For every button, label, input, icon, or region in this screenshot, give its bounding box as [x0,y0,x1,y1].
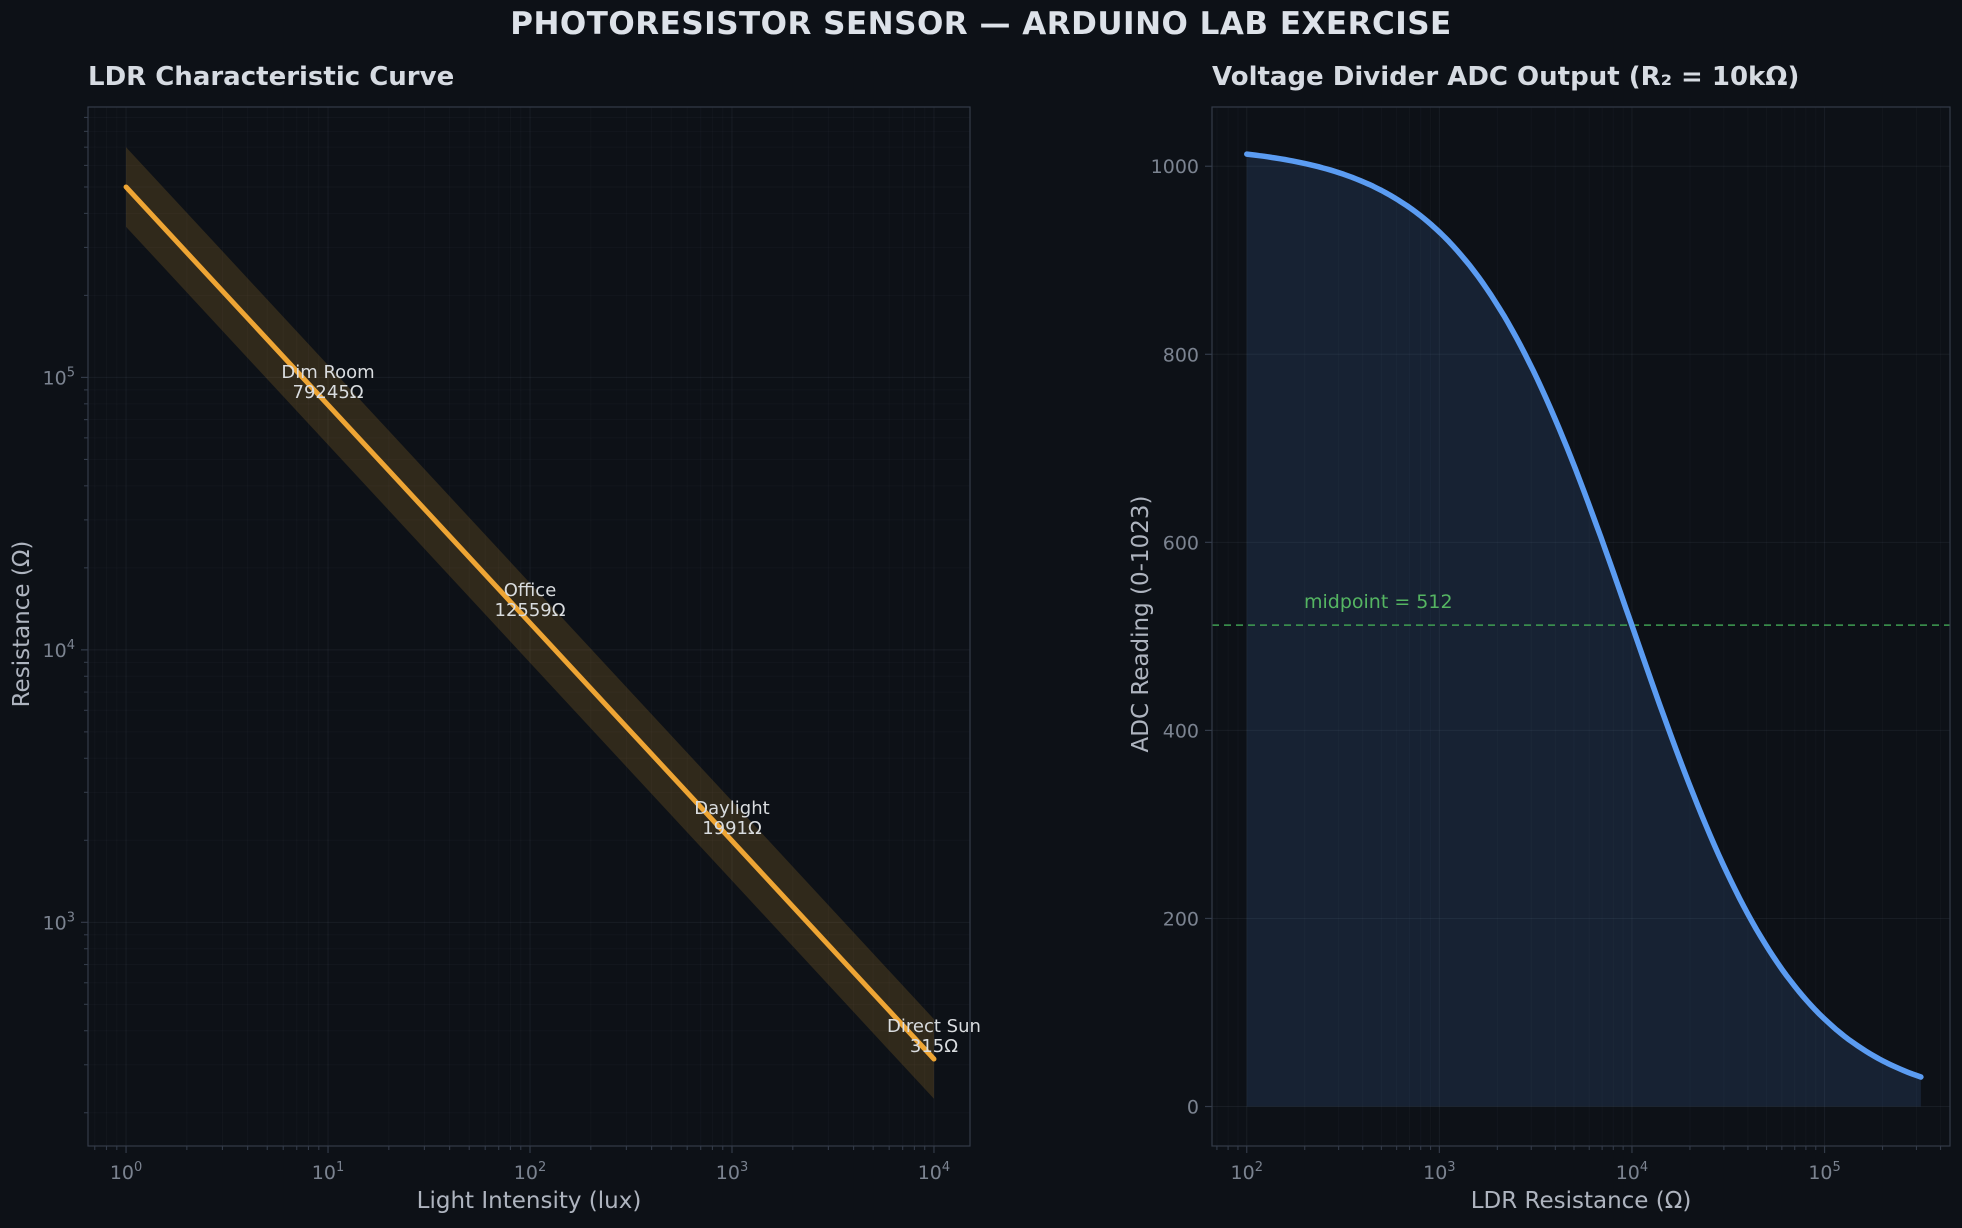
svg-text:104: 104 [918,1160,950,1184]
svg-text:103: 103 [43,910,75,934]
svg-text:800: 800 [1163,344,1199,366]
annotation-value: 315Ω [910,1036,958,1057]
ldr-x-axis-label: Light Intensity (lux) [416,1188,642,1214]
annotation-value: 1991Ω [702,818,762,839]
svg-text:105: 105 [43,365,75,389]
ldr-y-axis-label: Resistance (Ω) [9,540,35,708]
svg-text:104: 104 [1616,1160,1648,1184]
annotation-value: 12559Ω [495,600,566,621]
svg-text:400: 400 [1163,720,1199,742]
adc-y-axis-label: ADC Reading (0-1023) [1128,495,1154,753]
adc-chart: 102 103 104 105 0 200 400 600 800 1000 [1151,106,1951,1184]
adc-x-axis-label: LDR Resistance (Ω) [1470,1188,1692,1214]
annotation-label: Office [504,580,557,601]
svg-text:103: 103 [716,1160,748,1184]
annotation-value: 79245Ω [293,382,364,403]
svg-text:104: 104 [43,638,75,662]
adc-chart-title: Voltage Divider ADC Output (R₂ = 10kΩ) [1212,62,1800,92]
svg-text:600: 600 [1163,532,1199,554]
annotation-label: Daylight [694,798,769,819]
ldr-chart-title: LDR Characteristic Curve [88,62,455,92]
figure-title: PHOTORESISTOR SENSOR — ARDUINO LAB EXERC… [510,6,1452,42]
svg-text:103: 103 [1423,1160,1455,1184]
svg-text:101: 101 [312,1160,344,1184]
svg-text:200: 200 [1163,908,1199,930]
svg-text:1000: 1000 [1151,156,1199,178]
svg-text:102: 102 [514,1160,546,1184]
svg-text:0: 0 [1187,1097,1199,1119]
annotation-label: Dim Room [281,362,374,383]
svg-text:105: 105 [1808,1160,1840,1184]
svg-text:100: 100 [110,1160,142,1184]
annotation-label: Direct Sun [887,1016,981,1037]
svg-text:102: 102 [1231,1160,1263,1184]
midpoint-annotation: midpoint = 512 [1304,591,1453,613]
